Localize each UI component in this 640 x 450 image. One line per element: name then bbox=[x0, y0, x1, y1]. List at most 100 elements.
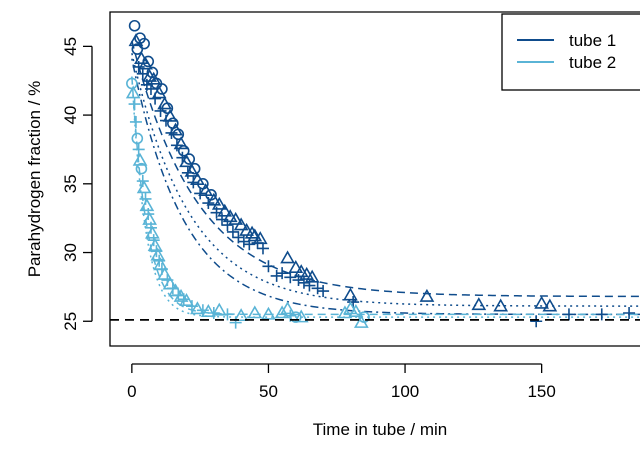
data-point-plus bbox=[595, 308, 608, 321]
y-tick-label: 25 bbox=[61, 312, 80, 331]
data-point-triangle bbox=[299, 266, 315, 280]
data-point-triangle bbox=[542, 298, 558, 312]
data-point-triangle bbox=[348, 304, 364, 317]
data-point-plus bbox=[311, 282, 324, 295]
data-point-circle bbox=[135, 162, 148, 175]
data-point-triangle bbox=[293, 309, 309, 323]
data-point-triangle bbox=[128, 33, 144, 47]
data-point-circle bbox=[188, 162, 201, 175]
data-point-triangle bbox=[247, 305, 263, 319]
data-point-triangle bbox=[132, 152, 148, 166]
data-point-triangle bbox=[239, 222, 254, 236]
data-point-triangle bbox=[144, 225, 160, 239]
y-tick-label: 45 bbox=[61, 37, 80, 56]
data-point-plus bbox=[144, 221, 157, 234]
data-point-plus bbox=[623, 307, 636, 320]
data-point-plus bbox=[132, 143, 145, 156]
data-point-triangle bbox=[151, 85, 167, 99]
x-tick-label: 50 bbox=[259, 382, 278, 401]
data-point-triangle bbox=[150, 247, 166, 261]
data-point-plus bbox=[129, 115, 142, 128]
data-point-triangle bbox=[162, 108, 178, 122]
data-point-plus bbox=[128, 98, 141, 111]
data-point-triangle bbox=[293, 264, 309, 278]
data-points bbox=[125, 19, 636, 329]
data-point-triangle bbox=[343, 301, 358, 315]
data-point-triangle bbox=[280, 301, 295, 315]
data-point-triangle bbox=[471, 297, 487, 311]
plot-frame bbox=[109, 11, 640, 347]
data-point-plus bbox=[562, 308, 575, 321]
y-tick-label: 30 bbox=[61, 243, 80, 262]
data-point-triangle bbox=[157, 266, 173, 280]
data-point-plus bbox=[347, 296, 360, 309]
data-point-triangle bbox=[173, 136, 189, 150]
data-point-triangle bbox=[200, 304, 216, 317]
data-point-triangle bbox=[534, 295, 550, 309]
data-point-triangle bbox=[142, 211, 157, 225]
data-point-triangle bbox=[304, 269, 320, 283]
legend-label-tube-1: tube 1 bbox=[569, 31, 616, 50]
x-tick-label: 0 bbox=[127, 382, 136, 401]
data-point-plus bbox=[142, 208, 155, 221]
data-point-plus bbox=[270, 269, 283, 282]
data-point-triangle bbox=[228, 211, 244, 225]
data-point-plus bbox=[147, 234, 160, 247]
data-point-plus bbox=[262, 260, 275, 273]
data-point-plus bbox=[284, 271, 297, 284]
data-point-circle bbox=[131, 132, 144, 145]
data-point-triangle bbox=[233, 308, 249, 322]
data-point-triangle bbox=[244, 225, 260, 239]
data-point-triangle bbox=[206, 192, 222, 206]
data-point-triangle bbox=[179, 154, 194, 168]
data-point-circle bbox=[142, 55, 155, 68]
data-point-triangle bbox=[288, 260, 304, 273]
data-point-circle bbox=[156, 83, 168, 95]
legend-label-tube-2: tube 2 bbox=[569, 53, 616, 72]
data-point-circle bbox=[172, 128, 185, 141]
x-tick-label: 100 bbox=[391, 382, 419, 401]
data-point-triangle bbox=[147, 238, 163, 251]
data-point-plus bbox=[256, 242, 269, 255]
legend-box bbox=[501, 13, 640, 91]
data-point-plus bbox=[530, 315, 543, 328]
data-point-triangle bbox=[138, 56, 153, 70]
series-tube-2 bbox=[125, 77, 370, 329]
data-point-plus bbox=[154, 104, 167, 117]
data-point-triangle bbox=[222, 209, 238, 223]
data-point-triangle bbox=[179, 293, 194, 306]
fit-curve bbox=[131, 76, 640, 318]
data-point-circle bbox=[177, 145, 190, 157]
fit-curve bbox=[131, 40, 640, 298]
data-point-plus bbox=[226, 225, 239, 238]
data-point-triangle bbox=[274, 305, 290, 319]
y-axis: 25 30 35 40 45 bbox=[61, 37, 93, 331]
y-axis-title: Parahydrogen fraction / % bbox=[25, 81, 44, 278]
data-point-triangle bbox=[280, 250, 295, 264]
data-point-plus bbox=[276, 267, 289, 280]
data-point-triangle bbox=[247, 228, 263, 242]
x-tick-label: 150 bbox=[527, 382, 555, 401]
data-point-triangle bbox=[184, 163, 200, 177]
data-point-triangle bbox=[343, 287, 358, 301]
fit-curve bbox=[131, 53, 640, 307]
data-point-triangle bbox=[493, 298, 509, 312]
data-point-triangle bbox=[419, 288, 435, 302]
data-point-triangle bbox=[252, 231, 268, 245]
series-tube-1 bbox=[128, 19, 636, 328]
x-axis-title: Time in tube / min bbox=[313, 420, 447, 439]
data-point-circle bbox=[183, 153, 196, 165]
data-point-triangle bbox=[233, 217, 249, 231]
data-point-triangle bbox=[261, 306, 276, 320]
y-tick-label: 40 bbox=[61, 106, 80, 125]
x-axis: 0 50 100 150 bbox=[127, 363, 556, 401]
data-point-circle bbox=[161, 102, 174, 115]
legend: tube 1 tube 2 bbox=[501, 13, 640, 91]
data-point-triangle bbox=[211, 302, 227, 316]
data-point-circle bbox=[138, 37, 150, 50]
data-point-triangle bbox=[190, 301, 205, 315]
data-point-circle bbox=[128, 19, 141, 32]
data-point-triangle bbox=[337, 305, 353, 319]
data-point-circle bbox=[146, 66, 159, 79]
